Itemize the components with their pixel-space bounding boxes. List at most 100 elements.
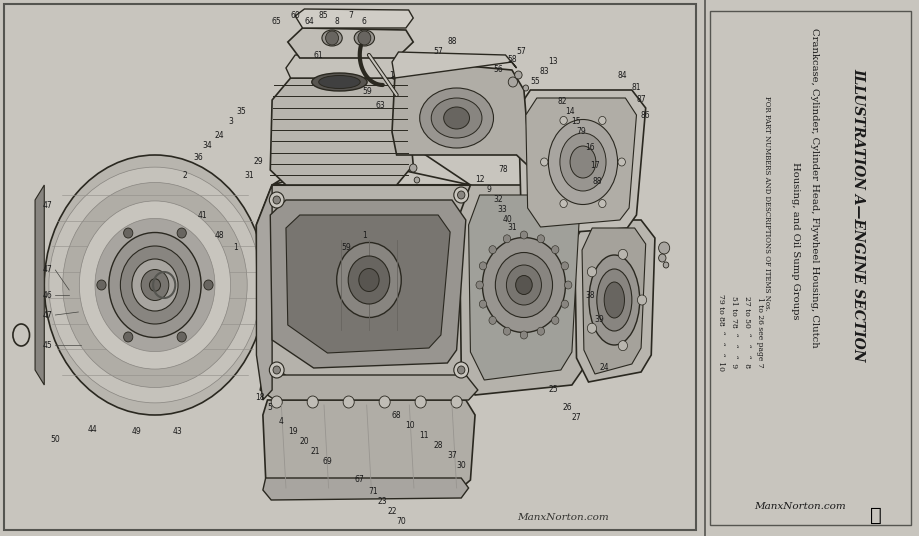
Text: 24: 24	[214, 130, 224, 139]
Circle shape	[96, 280, 106, 290]
Text: 48: 48	[214, 230, 224, 240]
Circle shape	[618, 341, 627, 351]
Polygon shape	[391, 62, 530, 168]
Text: 2: 2	[182, 170, 187, 180]
Text: 6: 6	[361, 18, 367, 26]
Ellipse shape	[44, 155, 266, 415]
Text: 86: 86	[641, 110, 650, 120]
Text: 34: 34	[202, 140, 212, 150]
Circle shape	[663, 262, 668, 268]
Circle shape	[453, 187, 468, 203]
Text: 1: 1	[361, 230, 367, 240]
Text: 28: 28	[433, 441, 442, 450]
Text: 56: 56	[493, 65, 503, 75]
Circle shape	[503, 327, 510, 335]
Circle shape	[271, 396, 282, 408]
Polygon shape	[256, 185, 272, 400]
Text: 59: 59	[362, 87, 371, 96]
Circle shape	[450, 396, 461, 408]
Circle shape	[343, 396, 354, 408]
Circle shape	[479, 262, 486, 270]
Polygon shape	[35, 185, 44, 385]
Text: 78: 78	[497, 166, 507, 175]
Ellipse shape	[419, 88, 493, 148]
Circle shape	[514, 71, 521, 79]
Text: 47: 47	[43, 265, 52, 274]
Text: 21: 21	[311, 448, 320, 457]
Circle shape	[519, 331, 528, 339]
Text: 84: 84	[618, 71, 627, 79]
Circle shape	[488, 245, 495, 254]
Text: 41: 41	[198, 211, 208, 220]
Text: 7: 7	[347, 11, 353, 19]
Circle shape	[409, 164, 416, 172]
Text: 40: 40	[502, 215, 512, 225]
Ellipse shape	[108, 233, 201, 338]
Circle shape	[507, 77, 516, 87]
Text: 32: 32	[493, 196, 503, 205]
Polygon shape	[286, 215, 449, 353]
Text: 25: 25	[548, 385, 558, 394]
Ellipse shape	[548, 120, 617, 205]
Text: 67: 67	[355, 475, 364, 485]
Text: 29: 29	[254, 158, 263, 167]
Text: 19: 19	[289, 428, 298, 436]
Circle shape	[637, 295, 646, 305]
Text: 61: 61	[313, 50, 323, 59]
Ellipse shape	[604, 282, 624, 318]
Ellipse shape	[347, 256, 390, 304]
Ellipse shape	[560, 133, 606, 191]
Text: 33: 33	[497, 205, 507, 214]
Text: 70: 70	[396, 517, 405, 526]
Text: 24: 24	[598, 363, 608, 373]
Circle shape	[457, 191, 464, 199]
Text: 57: 57	[516, 48, 526, 56]
Text: 23: 23	[378, 497, 387, 507]
Text: 35: 35	[236, 108, 246, 116]
Ellipse shape	[131, 259, 178, 311]
Circle shape	[325, 31, 338, 45]
Polygon shape	[286, 55, 405, 78]
Ellipse shape	[149, 279, 160, 291]
Circle shape	[269, 192, 284, 208]
Polygon shape	[517, 90, 645, 235]
Text: 69: 69	[323, 458, 332, 466]
Text: 68: 68	[391, 411, 401, 420]
Text: 88: 88	[447, 38, 456, 47]
Ellipse shape	[515, 276, 532, 294]
Circle shape	[522, 85, 528, 91]
Text: 1: 1	[233, 243, 237, 252]
Circle shape	[598, 116, 606, 124]
Circle shape	[379, 396, 390, 408]
Circle shape	[414, 396, 425, 408]
Text: 83: 83	[539, 68, 549, 77]
Circle shape	[551, 316, 559, 324]
Ellipse shape	[443, 107, 469, 129]
Text: ManxNorton.com: ManxNorton.com	[753, 502, 845, 511]
Circle shape	[273, 196, 280, 204]
Circle shape	[618, 158, 625, 166]
Polygon shape	[468, 195, 579, 380]
Text: 31: 31	[506, 224, 516, 233]
Circle shape	[598, 199, 606, 207]
Polygon shape	[256, 185, 488, 390]
Text: 18: 18	[255, 393, 265, 403]
Text: 46: 46	[43, 291, 52, 300]
Text: 49: 49	[131, 428, 142, 436]
Polygon shape	[263, 478, 468, 500]
Text: 1 to 26 see page 7
27 to 50  “   “   “  8
51 to 78  “   “   “  9
79 to 88  “   “: 1 to 26 see page 7 27 to 50 “ “ “ 8 51 t…	[717, 294, 763, 371]
Text: Housing, and Oil Sump Groups: Housing, and Oil Sump Groups	[789, 162, 799, 320]
Ellipse shape	[318, 76, 360, 88]
Ellipse shape	[494, 252, 552, 317]
Text: 5: 5	[267, 404, 271, 413]
Polygon shape	[263, 400, 474, 490]
Text: 88: 88	[593, 177, 602, 187]
Text: 12: 12	[474, 175, 484, 184]
Circle shape	[273, 366, 280, 374]
Text: 45: 45	[43, 340, 52, 349]
Text: 🦤: 🦤	[869, 506, 881, 525]
Text: 82: 82	[557, 98, 567, 107]
Text: ManxNorton.com: ManxNorton.com	[516, 513, 607, 523]
Text: 85: 85	[318, 11, 327, 19]
Circle shape	[551, 245, 559, 254]
